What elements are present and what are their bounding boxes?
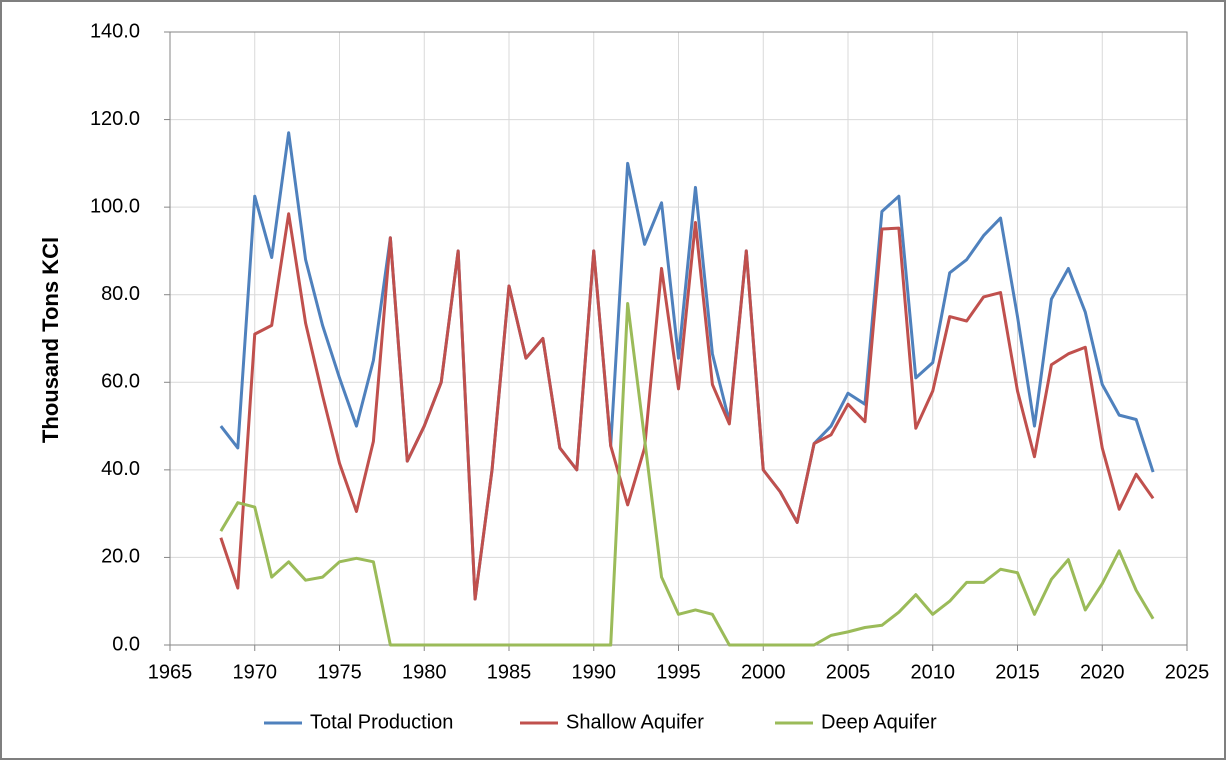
y-tick-label: 120.0 [90, 108, 140, 130]
x-tick-label: 1990 [572, 661, 617, 683]
legend-label: Deep Aquifer [821, 711, 937, 733]
y-tick-label: 100.0 [90, 195, 140, 217]
x-tick-label: 2020 [1080, 661, 1125, 683]
x-tick-label: 1975 [317, 661, 362, 683]
x-tick-label: 1985 [487, 661, 532, 683]
x-tick-label: 2025 [1165, 661, 1210, 683]
y-tick-label: 60.0 [101, 371, 140, 393]
plot-border [169, 31, 1188, 646]
x-tick-label: 2005 [826, 661, 871, 683]
x-tick-label: 1980 [402, 661, 447, 683]
series-line [219, 301, 1155, 647]
y-axis-title: Thousand Tons KCl [38, 237, 63, 443]
y-tick-label: 40.0 [101, 458, 140, 480]
x-tick-label: 2010 [911, 661, 956, 683]
x-tick-label: 1970 [233, 661, 278, 683]
y-tick-label: 80.0 [101, 283, 140, 305]
series-line [219, 131, 1155, 601]
legend-label: Total Production [310, 711, 453, 733]
x-tick-label: 2015 [995, 661, 1040, 683]
y-tick-label: 140.0 [90, 20, 140, 42]
y-tick-label: 0.0 [112, 633, 140, 655]
series-line [219, 212, 1155, 601]
x-tick-label: 1965 [148, 661, 193, 683]
x-tick-label: 2000 [741, 661, 786, 683]
x-tick-label: 1995 [656, 661, 701, 683]
y-tick-label: 20.0 [101, 546, 140, 568]
legend-label: Shallow Aquifer [566, 711, 704, 733]
